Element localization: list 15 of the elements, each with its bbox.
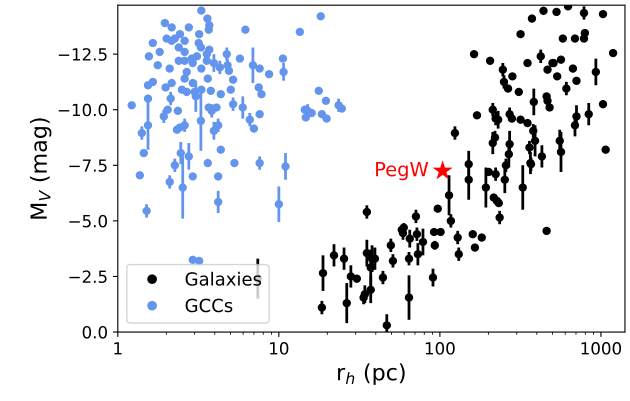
y-tick-label: −5.0 [69,214,107,228]
y-tick-label: −2.5 [69,270,107,284]
x-tick-label: 10 [270,342,288,355]
x-tick-label: 100 [426,342,455,355]
x-tick-label: 1 [114,342,122,354]
legend-label: GCCs [186,298,232,312]
series-label: PegW [376,162,428,180]
legend-label: Galaxies [186,272,262,286]
y-tick-label: −12.5 [58,48,107,61]
y-axis-title: M$_{V}$ (mag) [30,118,52,219]
x-axis-title: r$_{h}$ (pc) [338,363,405,385]
y-tick-label: −7.5 [69,159,107,172]
x-tick-label: 1000 [582,342,622,355]
y-tick-label: −10.0 [58,104,107,116]
y-tick-label: 0.0 [82,326,107,339]
